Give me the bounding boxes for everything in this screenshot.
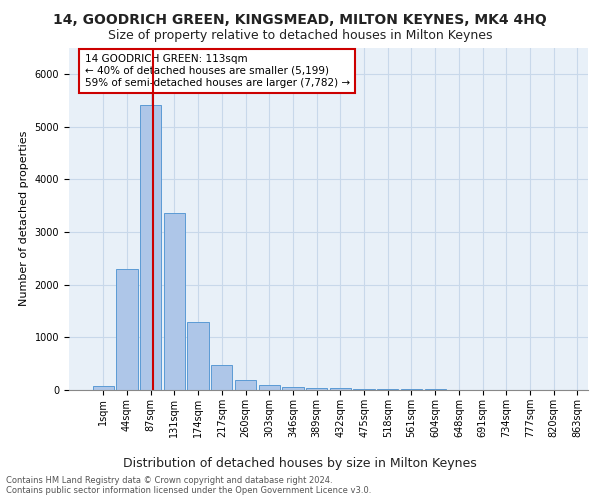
Bar — [259, 386, 280, 390]
Text: Contains HM Land Registry data © Crown copyright and database right 2024.
Contai: Contains HM Land Registry data © Crown c… — [6, 476, 371, 495]
Bar — [140, 106, 161, 390]
Text: Size of property relative to detached houses in Milton Keynes: Size of property relative to detached ho… — [108, 29, 492, 42]
Bar — [187, 322, 209, 390]
Bar — [235, 380, 256, 390]
Bar — [306, 388, 328, 390]
Text: Distribution of detached houses by size in Milton Keynes: Distribution of detached houses by size … — [123, 458, 477, 470]
Bar — [282, 387, 304, 390]
Bar — [211, 364, 232, 390]
Bar — [353, 388, 375, 390]
Bar — [329, 388, 351, 390]
Bar — [164, 214, 185, 390]
Y-axis label: Number of detached properties: Number of detached properties — [19, 131, 29, 306]
Text: 14 GOODRICH GREEN: 113sqm
← 40% of detached houses are smaller (5,199)
59% of se: 14 GOODRICH GREEN: 113sqm ← 40% of detac… — [85, 54, 350, 88]
Bar — [401, 389, 422, 390]
Bar — [92, 386, 114, 390]
Bar — [116, 269, 137, 390]
Text: 14, GOODRICH GREEN, KINGSMEAD, MILTON KEYNES, MK4 4HQ: 14, GOODRICH GREEN, KINGSMEAD, MILTON KE… — [53, 12, 547, 26]
Bar — [377, 389, 398, 390]
